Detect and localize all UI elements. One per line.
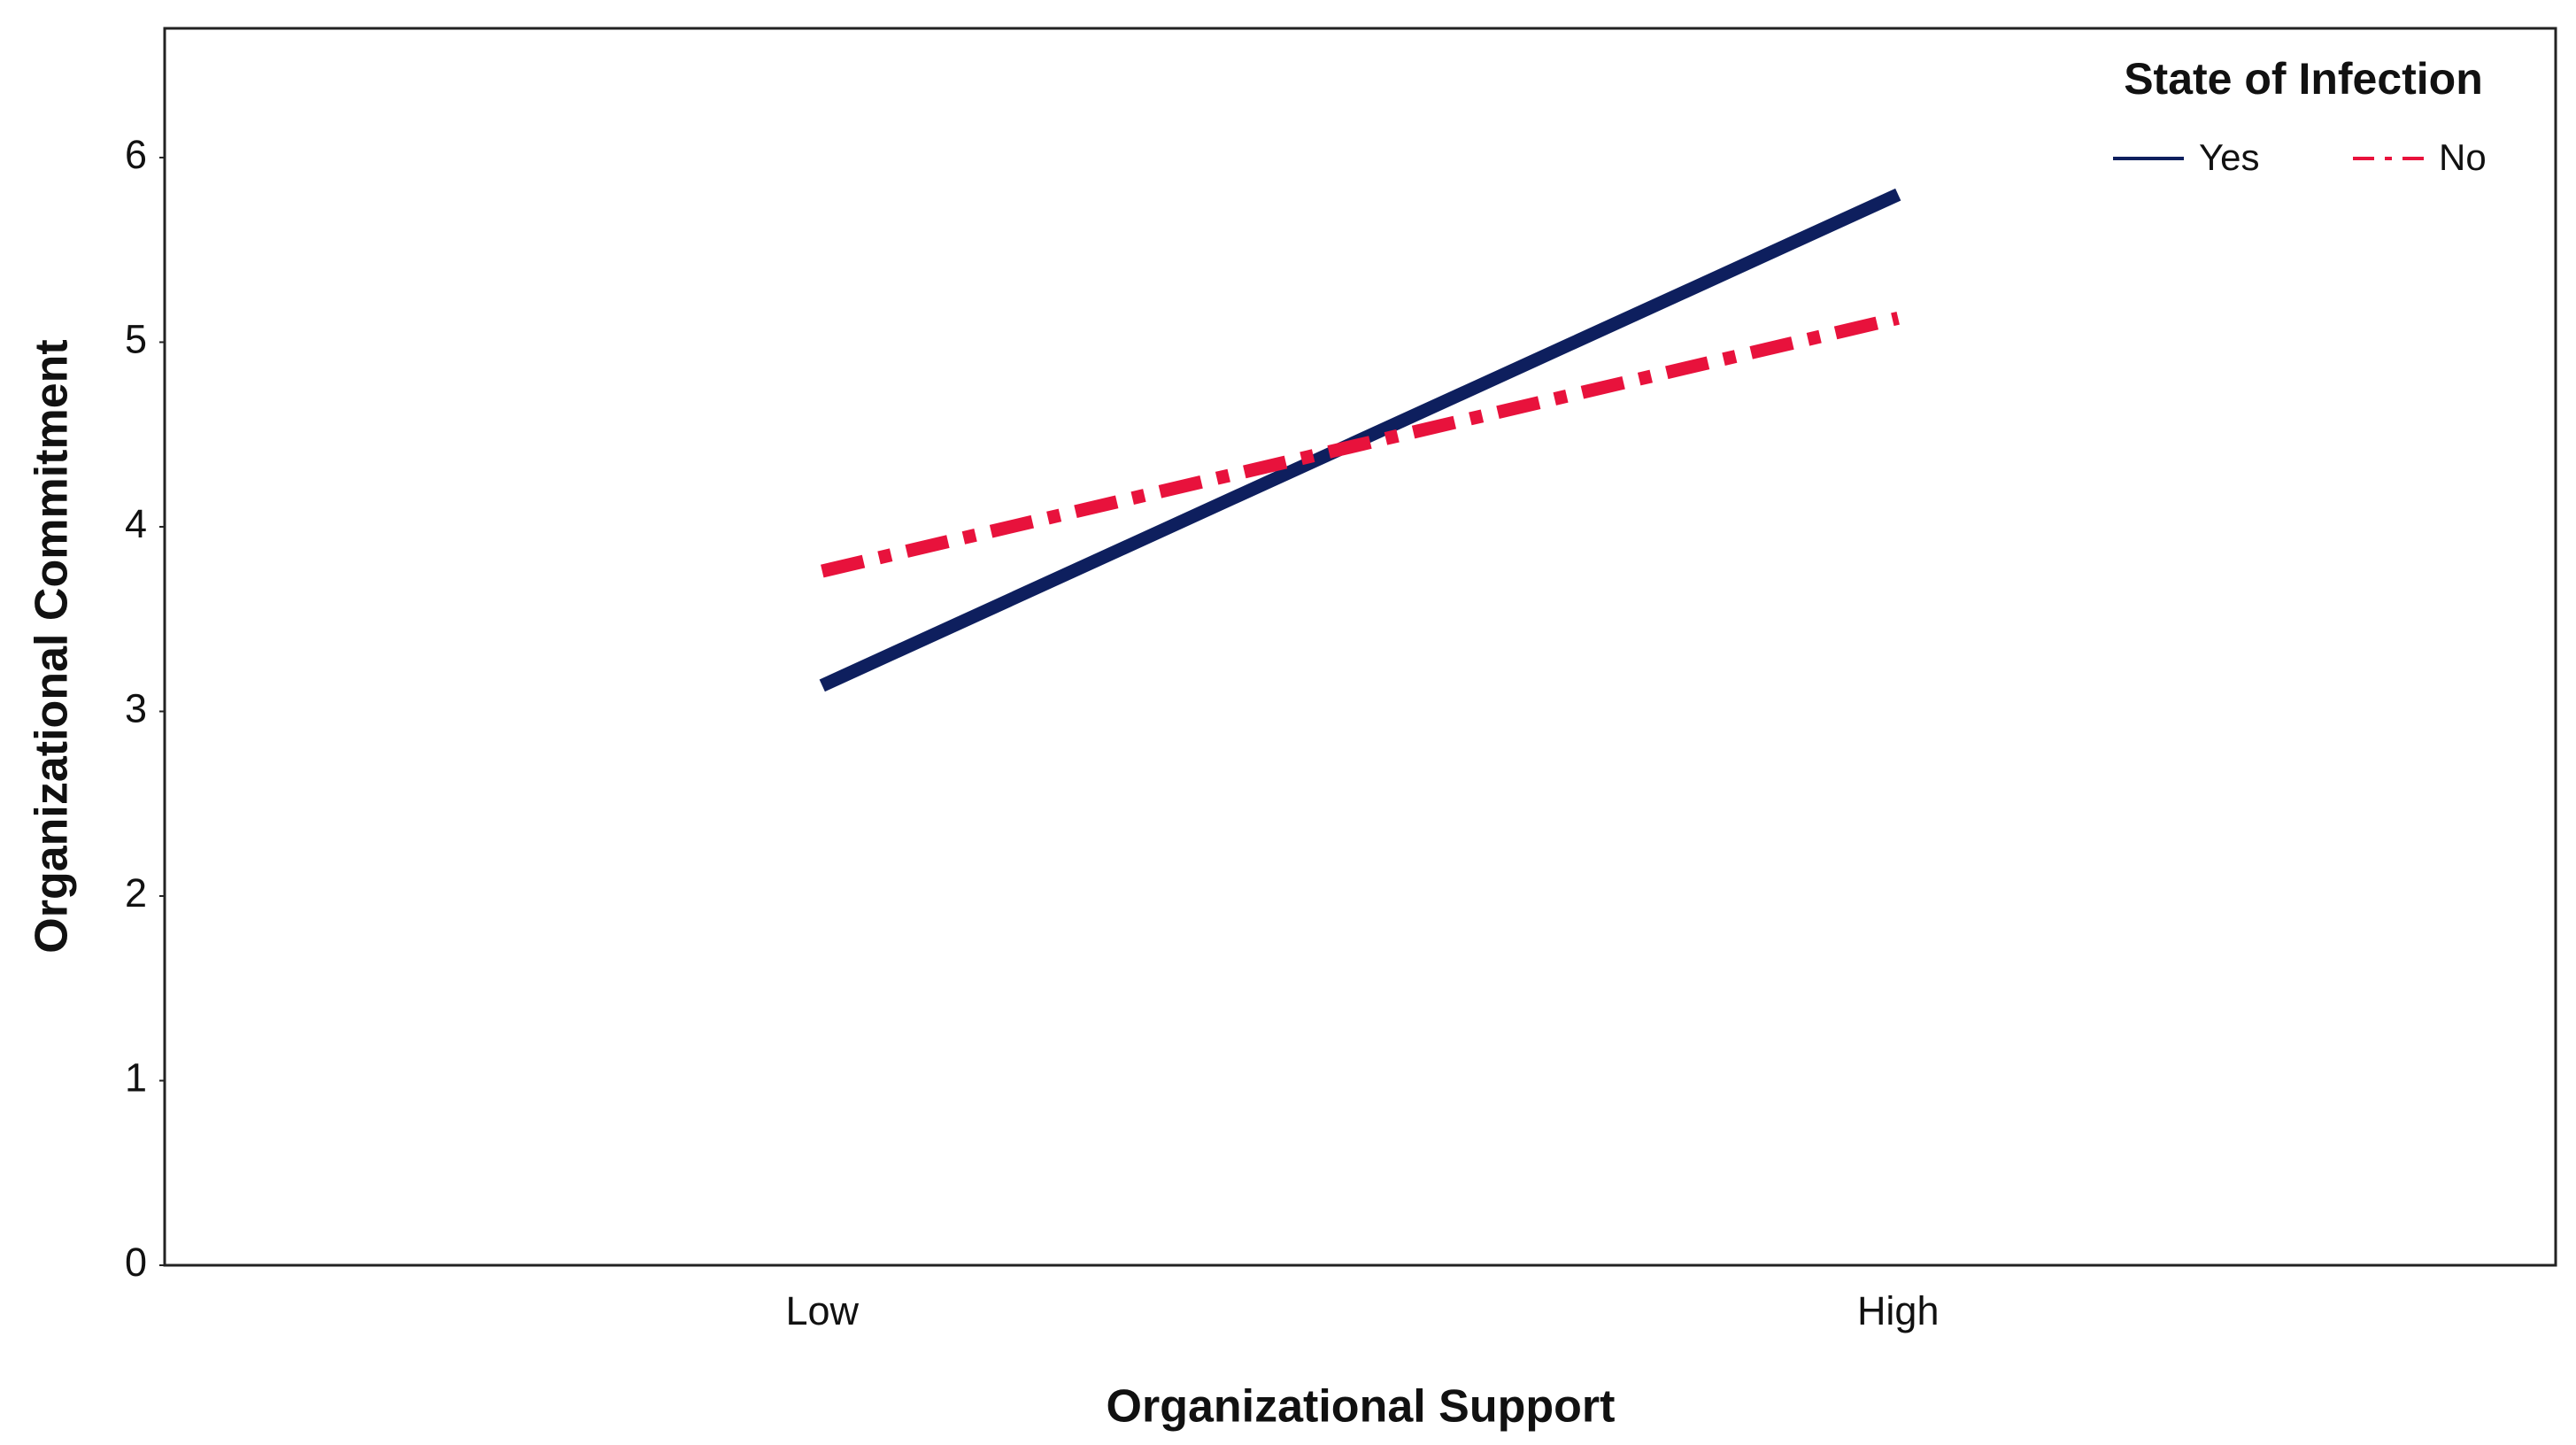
x-tick-label: High	[1857, 1288, 1940, 1333]
y-tick-label: 3	[125, 685, 147, 730]
legend-label: Yes	[2199, 136, 2260, 178]
series-line	[821, 312, 1900, 578]
y-tick-label: 6	[125, 132, 147, 177]
y-tick-label: 0	[125, 1240, 147, 1285]
plot-frame	[163, 27, 2557, 1267]
y-tick-label: 2	[125, 870, 147, 916]
legend-label: No	[2439, 136, 2487, 178]
x-tick-label: Low	[785, 1288, 859, 1333]
y-axis-title: Organizational Commitment	[27, 339, 78, 953]
x-axis-title: Organizational Support	[1107, 1381, 1616, 1433]
y-tick-label: 5	[125, 316, 147, 361]
y-tick-label: 4	[125, 501, 147, 546]
y-tick-label: 1	[125, 1055, 147, 1100]
legend-title: State of Infection	[2124, 54, 2483, 104]
